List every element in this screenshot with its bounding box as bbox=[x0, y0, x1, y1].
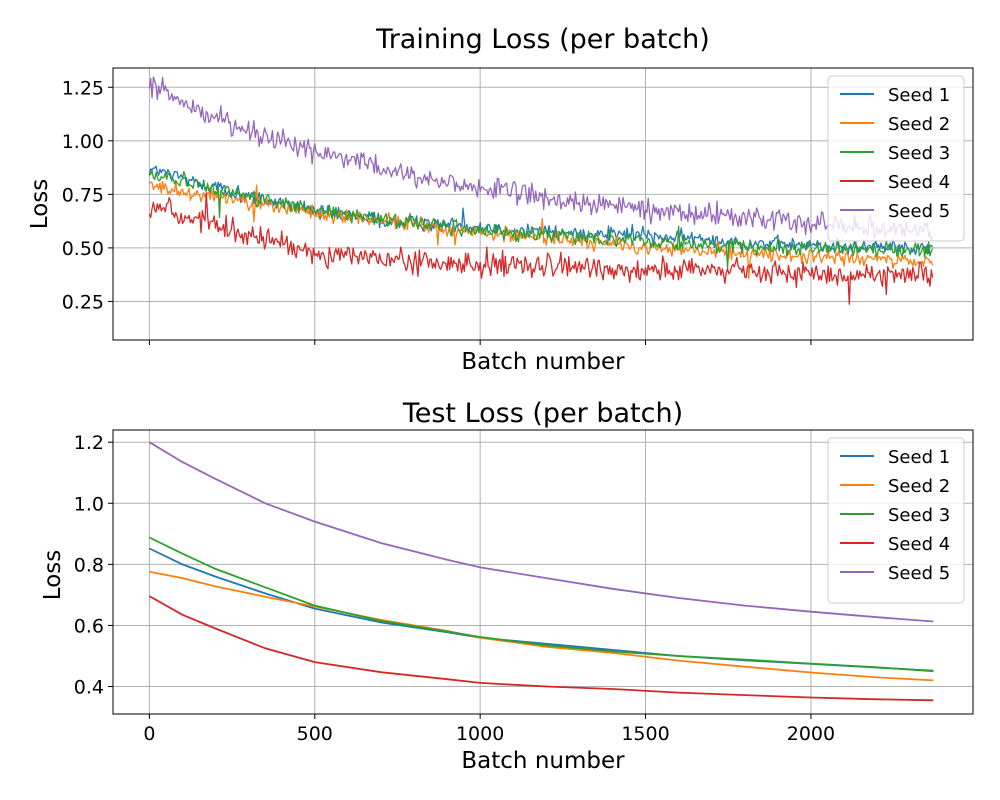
training-y-axis-label: Loss bbox=[27, 179, 53, 229]
training-y-tick-label: 1.25 bbox=[62, 77, 104, 99]
test-y-tick-label: 0.6 bbox=[74, 615, 104, 637]
test-chart-title: Test Loss (per batch) bbox=[402, 398, 683, 429]
test-x-tick-label: 1000 bbox=[456, 723, 504, 745]
training-axes-frame bbox=[112, 67, 974, 341]
training-series-line-seed-5 bbox=[148, 76, 934, 241]
test-x-tick-label: 2000 bbox=[787, 723, 835, 745]
test-grid bbox=[113, 430, 973, 714]
training-series-line-seed-3 bbox=[148, 169, 934, 269]
training-ticks: 0.25 0.50 0.75 1.00 1.25 bbox=[62, 77, 812, 345]
test-x-axis-label: Batch number bbox=[461, 748, 625, 774]
test-y-tick-label: 1.0 bbox=[74, 493, 104, 515]
training-legend: Seed 1 Seed 2 Seed 3 Seed 4 Seed 5 bbox=[827, 75, 965, 242]
training-legend-label: Seed 4 bbox=[888, 172, 950, 193]
test-series-line-seed-3 bbox=[149, 536, 934, 673]
training-legend-label: Seed 1 bbox=[888, 85, 950, 106]
training-series-line-seed-4 bbox=[148, 192, 934, 305]
test-series-line-seed-1 bbox=[149, 547, 934, 672]
test-legend-label: Seed 5 bbox=[888, 563, 950, 584]
training-legend-label: Seed 3 bbox=[888, 143, 950, 164]
training-legend-box bbox=[827, 75, 965, 242]
training-y-tick-label: 0.25 bbox=[62, 291, 104, 313]
test-legend-label: Seed 4 bbox=[888, 534, 950, 555]
test-legend: Seed 1 Seed 2 Seed 3 Seed 4 Seed 5 bbox=[827, 437, 965, 604]
training-y-tick-label: 0.75 bbox=[62, 184, 104, 206]
test-x-tick-label: 0 bbox=[143, 723, 155, 745]
test-y-tick-label: 0.8 bbox=[74, 554, 104, 576]
test-series-line-seed-4 bbox=[148, 595, 934, 702]
test-legend-label: Seed 1 bbox=[888, 447, 950, 468]
test-legend-label: Seed 2 bbox=[888, 476, 950, 497]
test-axes-frame bbox=[112, 429, 974, 715]
test-x-tick-label: 500 bbox=[297, 723, 333, 745]
test-x-tick-label: 1500 bbox=[621, 723, 669, 745]
training-y-tick-label: 0.50 bbox=[62, 238, 104, 260]
training-legend-label: Seed 2 bbox=[888, 114, 950, 135]
training-x-axis-label: Batch number bbox=[461, 349, 625, 375]
training-loss-chart: Training Loss (per batch) 0.25 0.50 0.75 1.… bbox=[27, 24, 974, 375]
test-loss-chart: Test Loss (per batch) 0.4 0.6 0.8 1.0 1.2 0 50… bbox=[40, 398, 974, 774]
training-series-line-seed-1 bbox=[148, 165, 934, 256]
training-y-tick-label: 1.00 bbox=[62, 131, 104, 153]
training-lines bbox=[148, 76, 934, 305]
test-y-tick-label: 1.2 bbox=[74, 432, 104, 454]
test-lines bbox=[148, 441, 934, 702]
test-series-line-seed-5 bbox=[148, 441, 934, 623]
test-legend-label: Seed 3 bbox=[888, 505, 950, 526]
test-y-tick-label: 0.4 bbox=[74, 677, 104, 699]
test-y-axis-label: Loss bbox=[40, 550, 66, 600]
test-legend-box bbox=[827, 437, 965, 604]
training-chart-title: Training Loss (per batch) bbox=[375, 24, 710, 55]
training-legend-label: Seed 5 bbox=[888, 201, 950, 222]
test-ticks: 0.4 0.6 0.8 1.0 1.2 0 500 1000 1500 2000 bbox=[74, 432, 835, 745]
